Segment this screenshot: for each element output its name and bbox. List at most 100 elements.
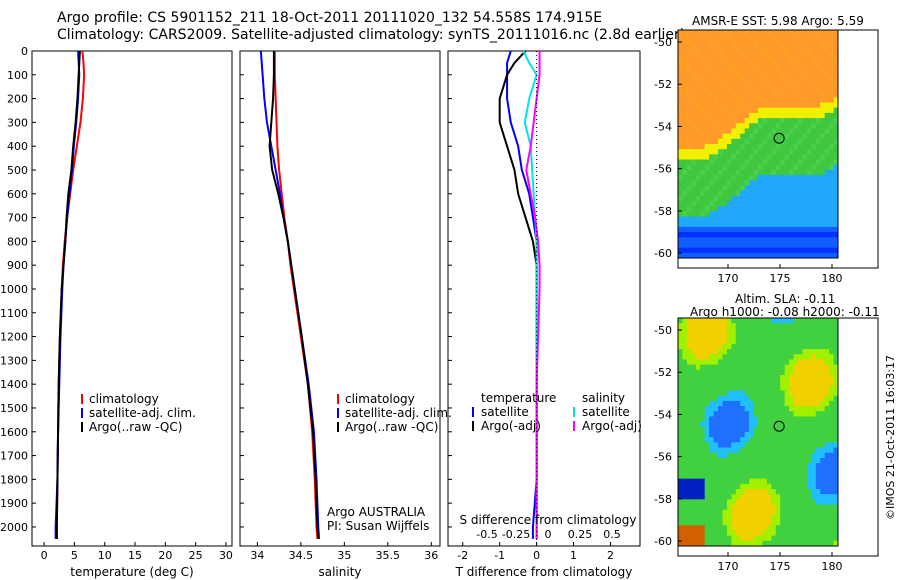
sla-map-cell (740, 328, 746, 335)
sla-map-cell (713, 520, 719, 526)
sst-map-cell (798, 252, 803, 259)
sst-map-cell (686, 55, 692, 62)
sst-map-cell (700, 118, 706, 124)
sla-map-cell (722, 530, 728, 537)
sst-map-cell (686, 71, 692, 78)
sst-map-cell (829, 185, 835, 192)
sla-map-cell (798, 468, 803, 474)
sla-map-cell (713, 380, 719, 386)
sla-map-cell (718, 318, 723, 324)
sst-map-cell (713, 55, 719, 62)
sla-map-cell (793, 494, 799, 500)
sst-map-cell (775, 87, 781, 93)
sst-map-cell (798, 226, 803, 233)
sla-map-cell (793, 400, 799, 407)
sla-map-cell (753, 463, 759, 469)
sla-map-cell (726, 468, 732, 474)
sla-map-cell (793, 514, 799, 521)
sla-map-cell (735, 343, 741, 350)
sla-map-cell (829, 473, 835, 480)
sst-map-cell (824, 206, 830, 212)
sst-map-cell (695, 92, 701, 98)
sla-map-cell (722, 437, 728, 443)
sla-map-cell (815, 380, 821, 386)
sla-map-cell (762, 406, 768, 412)
sst-map-cell (686, 102, 692, 109)
sla-map-cell (704, 411, 710, 417)
sla-map-cell (771, 333, 777, 340)
sst-map-cell (691, 61, 697, 67)
sla-map-cell (722, 478, 728, 485)
sst-map-cell (829, 40, 835, 47)
copyright-footer: ©IMOS 21-Oct-2011 16:03:17 (884, 354, 897, 520)
sst-map-cell (744, 87, 750, 93)
sla-map-cell (709, 525, 715, 531)
sst-map-cell (802, 201, 808, 207)
sla-map-cell (686, 499, 692, 506)
sla-map-cell (691, 489, 697, 495)
sla-map-cell (784, 540, 790, 547)
sla-map-cell (820, 489, 826, 495)
series-line-2 (55, 50, 81, 539)
sla-map-cell (824, 447, 830, 454)
sst-map-cell (735, 40, 741, 47)
sst-map-cell (784, 180, 790, 186)
sla-map-cell (753, 499, 759, 506)
sla-map-cell (771, 457, 777, 464)
sla-map-cell (811, 483, 817, 490)
sst-map-cell (824, 232, 830, 238)
sst-map-cell (802, 30, 808, 36)
sst-map-cell (820, 226, 826, 233)
sla-map-cell (713, 530, 719, 537)
sst-map-cell (735, 252, 741, 259)
sla-map-cell (780, 520, 786, 526)
sst-map-cell (784, 242, 790, 249)
sst-map-cell (829, 102, 835, 109)
sla-map-cell (775, 385, 781, 392)
sla-map-cell (726, 421, 732, 428)
sla-map-cell (762, 359, 768, 366)
sla-map-cell (713, 343, 719, 350)
sla-map-cell (744, 514, 750, 521)
sst-map-cell (789, 133, 795, 140)
sla-map-cell (713, 525, 719, 531)
sst-map-cell (798, 242, 803, 249)
sst-map-cell (704, 190, 710, 197)
sla-map-cell (682, 390, 688, 397)
sla-map-cell (820, 514, 826, 521)
sla-map-cell (775, 447, 781, 454)
sst-map-cell (833, 180, 839, 186)
sla-map-cell (780, 359, 786, 366)
sst-map-cell (740, 66, 746, 72)
sla-map-cell (780, 437, 786, 443)
sla-map-cell (704, 375, 710, 381)
sst-map-cell (811, 76, 817, 83)
sst-map-cell (682, 81, 688, 88)
sst-map-cell (811, 232, 817, 238)
sla-map-cell (775, 452, 781, 459)
sst-map-cell (682, 175, 688, 181)
sst-map-cell (691, 97, 697, 104)
sla-map-cell (718, 359, 723, 366)
sst-map-cell (824, 252, 830, 259)
sla-map-cell (820, 520, 826, 526)
sst-map-cell (833, 102, 839, 109)
sst-map-cell (749, 190, 755, 197)
sst-map-cell (695, 185, 701, 192)
sla-map-cell (686, 411, 692, 417)
sst-map-cell (709, 123, 715, 129)
sla-map-cell (798, 333, 803, 340)
sla-map-cell (811, 328, 817, 335)
sst-map-cell (793, 154, 799, 161)
sst-map-cell (700, 206, 706, 212)
sst-map-cell (784, 211, 790, 218)
sla-map-cell (833, 380, 839, 386)
sla-map-cell (695, 406, 701, 412)
sst-map-cell (829, 107, 835, 114)
sla-map-cell (691, 525, 697, 531)
sla-map-cell (802, 328, 808, 335)
sst-map-cell (682, 35, 688, 41)
sst-map-cell (713, 164, 719, 171)
sst-map-cell (678, 61, 683, 67)
sst-map-cell (686, 76, 692, 83)
